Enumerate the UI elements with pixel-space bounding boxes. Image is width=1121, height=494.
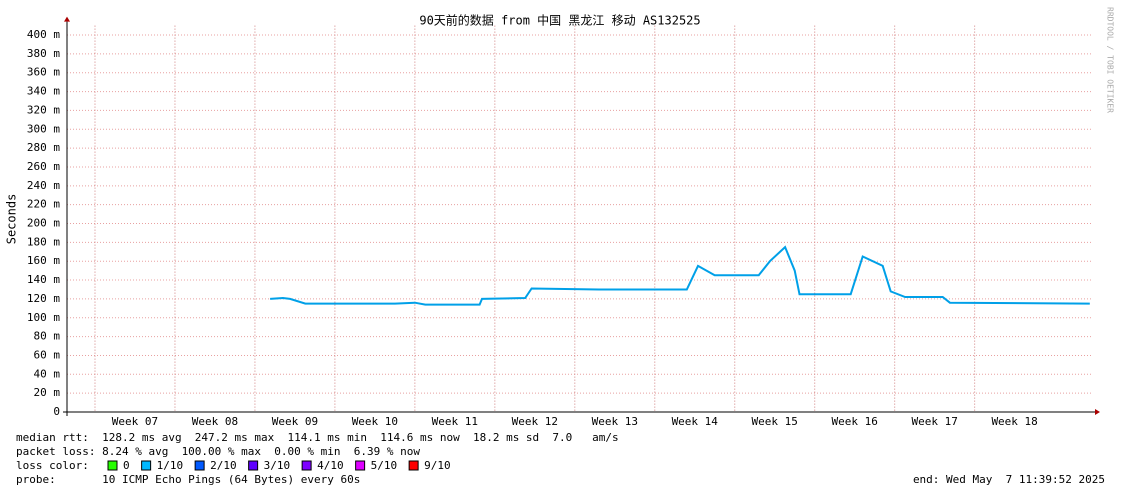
y-tick-label: 40 m: [34, 367, 61, 380]
y-tick-label: 380 m: [27, 47, 60, 60]
axis-arrow: [1095, 409, 1100, 415]
y-tick-label: 260 m: [27, 160, 60, 173]
y-tick-label: 240 m: [27, 179, 60, 192]
y-tick-label: 0: [53, 405, 60, 418]
loss-label: loss color:: [16, 459, 89, 472]
legend-swatch: [355, 460, 366, 471]
y-tick-label: 180 m: [27, 235, 60, 248]
y-tick-label: 20 m: [34, 386, 61, 399]
y-tick-label: 320 m: [27, 103, 60, 116]
legend-label: 0: [123, 459, 130, 472]
stats-line: median rtt: 128.2 ms avg 247.2 ms max 11…: [16, 431, 619, 444]
probe: probe: 10 ICMP Echo Pings (64 Bytes) eve…: [16, 473, 360, 486]
y-tick-label: 200 m: [27, 217, 60, 230]
y-axis-label: Seconds: [5, 194, 19, 245]
y-tick-label: 360 m: [27, 66, 60, 79]
y-tick-label: 100 m: [27, 311, 60, 324]
x-tick-label: Week 18: [991, 415, 1037, 428]
legend-label: 4/10: [317, 459, 344, 472]
legend-swatch: [141, 460, 152, 471]
legend-swatch: [301, 460, 312, 471]
stats-line: packet loss: 8.24 % avg 100.00 % max 0.0…: [16, 445, 420, 458]
x-tick-label: Week 13: [592, 415, 638, 428]
legend-label: 2/10: [210, 459, 237, 472]
x-tick-label: Week 16: [832, 415, 878, 428]
chart-title: 90天前的数据 from 中国 黑龙江 移动 AS132525: [419, 13, 700, 28]
x-tick-label: Week 09: [272, 415, 318, 428]
x-tick-label: Week 15: [752, 415, 798, 428]
y-tick-label: 280 m: [27, 141, 60, 154]
y-tick-label: 80 m: [34, 330, 61, 343]
x-tick-label: Week 08: [192, 415, 238, 428]
y-tick-label: 220 m: [27, 198, 60, 211]
legend-label: 3/10: [264, 459, 291, 472]
x-tick-label: Week 12: [512, 415, 558, 428]
end-time: end: Wed May 7 11:39:52 2025: [913, 473, 1105, 486]
legend-swatch: [107, 460, 118, 471]
legend-label: 1/10: [157, 459, 184, 472]
x-tick-label: Week 17: [911, 415, 957, 428]
y-tick-label: 300 m: [27, 122, 60, 135]
legend-label: 5/10: [371, 459, 398, 472]
x-tick-label: Week 07: [112, 415, 158, 428]
series-line: [270, 245, 1090, 306]
y-tick-label: 400 m: [27, 28, 60, 41]
y-tick-label: 160 m: [27, 254, 60, 267]
axis-arrow: [64, 16, 70, 22]
y-tick-label: 60 m: [34, 348, 61, 361]
legend-swatch: [194, 460, 205, 471]
y-tick-label: 140 m: [27, 273, 60, 286]
x-tick-label: Week 10: [352, 415, 398, 428]
y-tick-label: 120 m: [27, 292, 60, 305]
legend-swatch: [408, 460, 419, 471]
x-tick-label: Week 14: [672, 415, 719, 428]
legend-swatch: [248, 460, 259, 471]
legend-label: 9/10: [424, 459, 451, 472]
y-tick-label: 340 m: [27, 85, 60, 98]
x-tick-label: Week 11: [432, 415, 478, 428]
watermark: RRDTOOL / TOBI OETIKER: [1106, 7, 1115, 113]
